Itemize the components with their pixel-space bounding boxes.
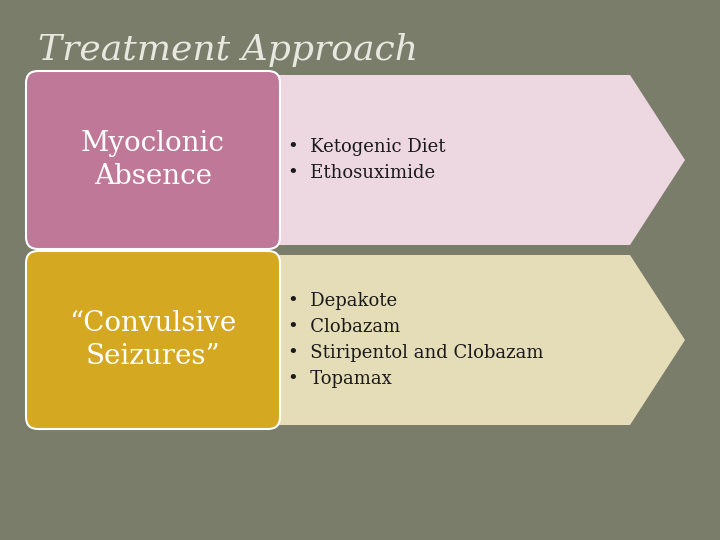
Text: •  Topamax: • Topamax: [288, 370, 392, 388]
Text: Treatment Approach: Treatment Approach: [38, 33, 418, 67]
Text: •  Depakote: • Depakote: [288, 292, 397, 310]
Text: •  Ethosuximide: • Ethosuximide: [288, 164, 435, 182]
Polygon shape: [35, 75, 685, 245]
Polygon shape: [35, 255, 685, 425]
Text: “Convulsive
Seizures”: “Convulsive Seizures”: [69, 310, 237, 370]
Text: Myoclonic
Absence: Myoclonic Absence: [81, 130, 225, 190]
FancyBboxPatch shape: [26, 71, 280, 249]
Text: •  Ketogenic Diet: • Ketogenic Diet: [288, 138, 446, 156]
Text: •  Stiripentol and Clobazam: • Stiripentol and Clobazam: [288, 344, 544, 362]
FancyBboxPatch shape: [26, 251, 280, 429]
Text: •  Clobazam: • Clobazam: [288, 318, 400, 336]
